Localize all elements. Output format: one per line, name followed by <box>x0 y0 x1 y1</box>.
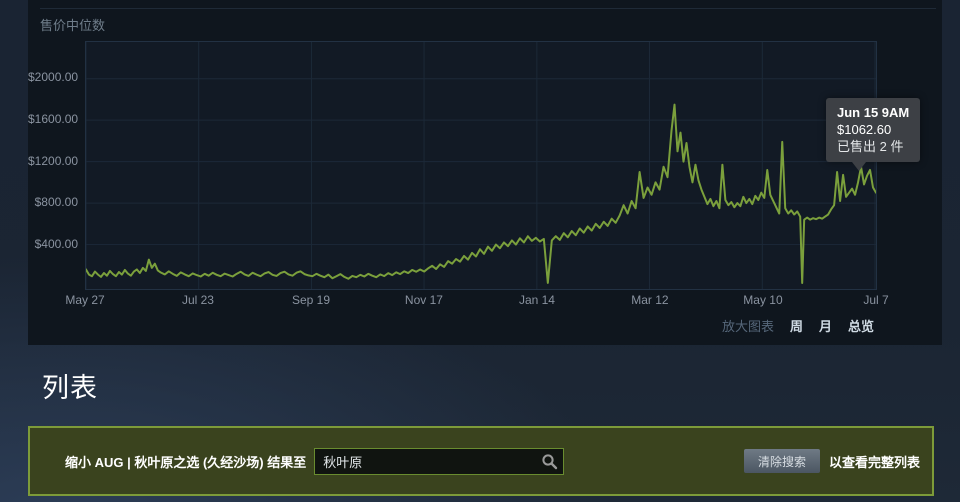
zoom-chart-label: 放大图表 <box>721 319 774 334</box>
y-axis-label: $800.00 <box>34 195 78 210</box>
chart-title: 售价中位数 <box>40 18 106 33</box>
tooltip-volume: 已售出 2 件 <box>837 139 904 154</box>
y-axis-label: $2000.00 <box>28 70 79 84</box>
chart-range-controls: 放大图表 周 月 总览 <box>722 316 874 335</box>
x-axis-label: Sep 19 <box>291 293 331 307</box>
x-axis-label: Jul 23 <box>181 293 214 307</box>
range-week-button[interactable]: 周 <box>789 319 803 334</box>
x-axis-label: Jan 14 <box>518 293 555 307</box>
x-axis-label: Mar 12 <box>631 293 669 307</box>
x-axis-label: Jul 7 <box>863 293 889 307</box>
tooltip-price: $1062.60 <box>837 122 892 137</box>
search-filter-panel: 缩小 AUG | 秋叶原之选 (久经沙场) 结果至 清除搜索 以查看完整列表 <box>28 426 934 496</box>
magnifier-icon[interactable] <box>541 453 558 470</box>
view-full-list-label: 以查看完整列表 <box>828 454 920 470</box>
y-axis-label: $1600.00 <box>28 111 79 126</box>
search-box <box>314 447 565 475</box>
listings-heading: 列表 <box>42 373 98 403</box>
search-input[interactable] <box>314 447 565 475</box>
tooltip-arrow <box>852 162 866 171</box>
price-history-panel: 售价中位数 Jun 15 9AM $1062.60 已售出 2 件 放大图表 周… <box>28 0 942 345</box>
y-axis-label: $400.00 <box>34 237 78 252</box>
filter-actions: 清除搜索 以查看完整列表 <box>743 449 922 473</box>
clear-search-button[interactable]: 清除搜索 <box>743 449 820 473</box>
range-month-button[interactable]: 月 <box>818 319 832 334</box>
chart-tooltip: Jun 15 9AM $1062.60 已售出 2 件 <box>826 98 921 171</box>
filter-description-label: 缩小 AUG | 秋叶原之选 (久经沙场) 结果至 <box>65 454 307 470</box>
range-overview-button[interactable]: 总览 <box>847 319 874 334</box>
x-axis-label: Nov 17 <box>404 293 443 307</box>
price-line-chart[interactable] <box>86 42 876 289</box>
divider <box>40 8 936 9</box>
x-axis-label: May 10 <box>743 293 783 307</box>
x-axis-label: May 27 <box>65 293 105 307</box>
price-history-chart[interactable] <box>85 41 877 290</box>
y-axis-label: $1200.00 <box>28 153 79 168</box>
tooltip-date: Jun 15 9AM <box>837 105 910 120</box>
